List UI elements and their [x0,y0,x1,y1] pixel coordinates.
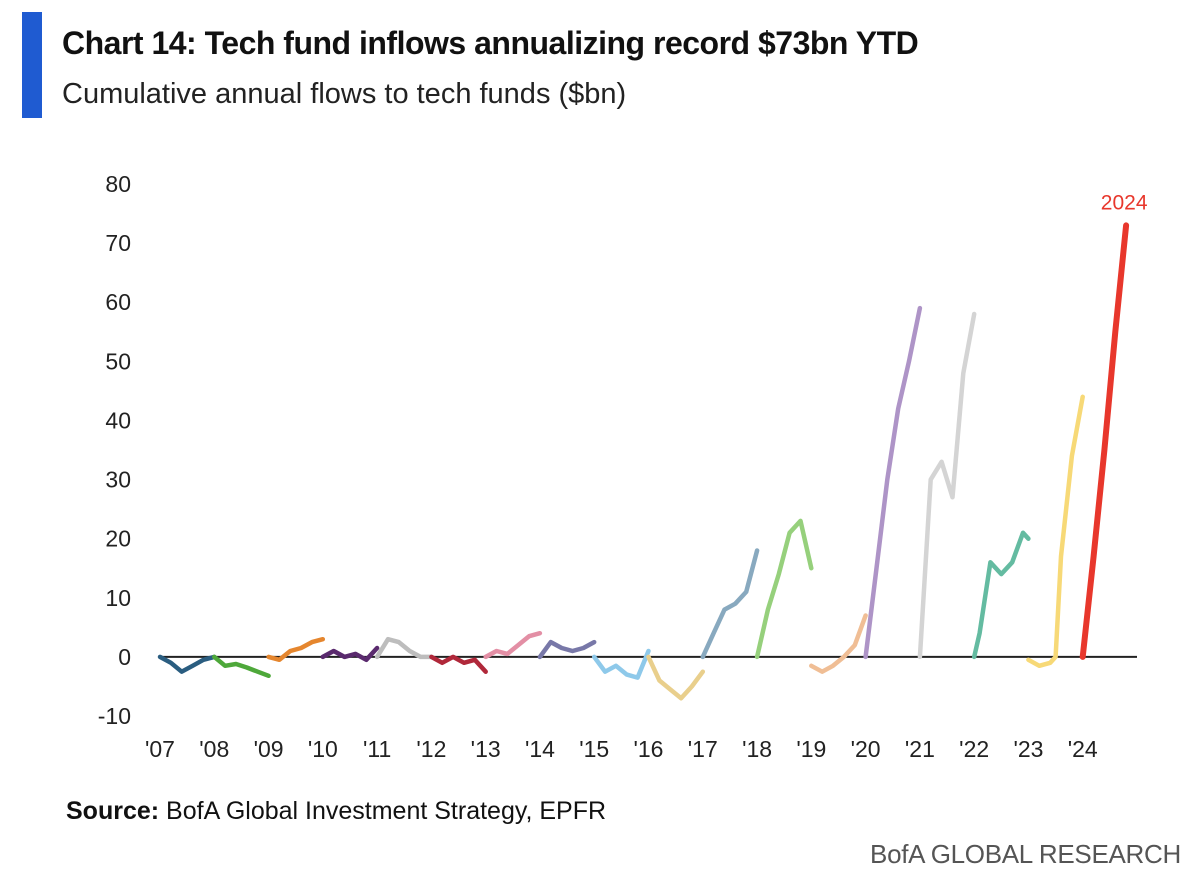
y-axis-ticks: 80 70 60 50 40 30 20 10 0 -10 [98,171,131,729]
x-tick-label: '07 [145,736,175,762]
brand-footer: BofA GLOBAL RESEARCH [870,839,1181,869]
chart-subtitle: Cumulative annual flows to tech funds ($… [62,78,627,110]
series-line-2007 [157,654,217,674]
series-line-2019 [809,613,868,674]
x-tick-label: '21 [905,736,935,762]
series-layer [157,222,1130,701]
annotation-layer: 2024 [1101,191,1148,214]
x-tick-label: '13 [471,736,501,762]
x-tick-label: '14 [525,736,555,762]
series-line-2010 [320,645,380,663]
series-line-2013 [483,630,543,660]
series-line-2020 [863,305,923,660]
series-line-2012 [429,654,488,674]
x-tick-label: '24 [1068,736,1098,762]
series-line-2015 [591,648,651,680]
series-line-2017 [700,548,760,660]
y-tick-label: 10 [105,585,131,611]
series-line-2023 [1026,394,1085,669]
chart-title: Chart 14: Tech fund inflows annualizing … [62,25,919,61]
series-line-2009 [266,636,326,663]
x-axis-ticks: '07 '08 '09 '10 '11 '12 '13 '14 '15 '16 '17 '18 '19 '… [145,736,1098,762]
x-tick-label: '10 [308,736,338,762]
annotation-2024-label: 2024 [1101,191,1148,214]
y-tick-label: 60 [105,289,131,315]
y-tick-label: 0 [118,644,131,670]
x-tick-label: '20 [851,736,881,762]
x-tick-label: '19 [796,736,826,762]
series-line-2014 [537,639,597,660]
x-tick-label: '18 [742,736,772,762]
x-tick-label: '08 [199,736,229,762]
title-accent-bar [22,12,42,118]
x-tick-label: '09 [254,736,284,762]
y-tick-label: 50 [105,348,131,374]
x-tick-label: '23 [1013,736,1043,762]
x-tick-label: '12 [416,736,446,762]
x-tick-label: '16 [634,736,664,762]
series-line-2011 [374,636,434,660]
x-tick-label: '17 [688,736,718,762]
y-tick-label: -10 [98,703,131,729]
series-line-2021 [917,311,977,660]
source-text: BofA Global Investment Strategy, EPFR [166,797,607,825]
y-tick-label: 80 [105,171,131,197]
source-note: Source: BofA Global Investment Strategy,… [66,797,606,826]
y-tick-label: 30 [105,467,131,493]
y-tick-label: 70 [105,230,131,256]
x-tick-label: '22 [959,736,989,762]
series-line-2008 [212,654,271,679]
series-line-2022 [971,530,1031,660]
source-label: Source: [66,797,160,825]
series-line-2024 [1079,222,1130,660]
series-line-2018 [754,518,814,660]
x-tick-label: '15 [579,736,609,762]
y-tick-label: 20 [105,526,131,552]
y-tick-label: 40 [105,407,131,433]
x-tick-label: '11 [363,736,391,762]
series-line-2016 [646,654,706,701]
